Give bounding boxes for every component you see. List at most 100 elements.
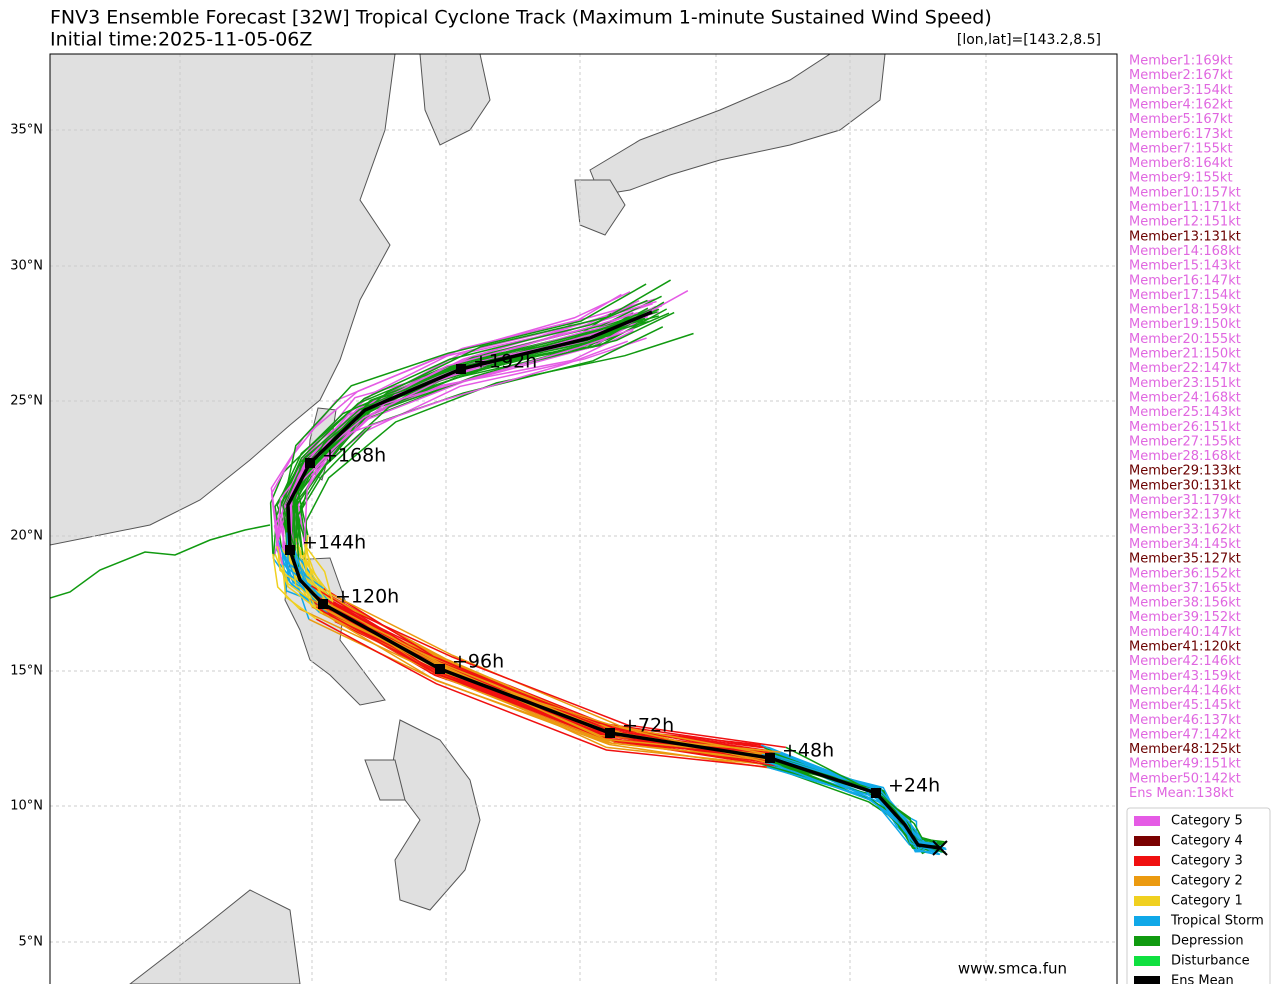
member-label: Member23:151kt xyxy=(1129,376,1241,391)
member-label: Member40:147kt xyxy=(1129,625,1241,640)
track-label: +96h xyxy=(452,651,504,673)
member-label: Member5:167kt xyxy=(1129,112,1233,127)
track-label: +120h xyxy=(335,586,399,608)
time-marker xyxy=(456,364,466,374)
track-labels: +24h +48h +72h +96h +120h +144h +168h +192h xyxy=(285,351,940,798)
member-label: Member6:173kt xyxy=(1129,127,1233,142)
member-track xyxy=(270,291,631,541)
member-label: Member49:151kt xyxy=(1129,757,1241,772)
track-label: +144h xyxy=(302,532,366,554)
member-label: Member39:152kt xyxy=(1129,610,1241,625)
member-label: Member32:137kt xyxy=(1129,508,1241,523)
map: +24h +48h +72h +96h +120h +144h +168h +192h www… xyxy=(50,54,1117,984)
member-label: Ens Mean:138kt xyxy=(1129,786,1234,801)
member-label: Member7:155kt xyxy=(1129,141,1233,156)
member-track xyxy=(281,564,317,620)
member-label: Member4:162kt xyxy=(1129,97,1233,112)
member-list: Member1:169ktMember2:167ktMember3:154ktM… xyxy=(1129,54,1241,802)
legend-label: Category 5 xyxy=(1171,814,1243,829)
member-label: Member22:147kt xyxy=(1129,361,1241,376)
legend-swatch xyxy=(1134,956,1160,966)
map-frame xyxy=(49,53,1118,988)
member-track xyxy=(303,543,334,603)
start-marker xyxy=(932,840,948,856)
track-label: +48h xyxy=(782,740,834,762)
position: [lon,lat]=[143.2,8.5] xyxy=(957,32,1101,48)
legend-swatch xyxy=(1134,816,1160,826)
time-marker xyxy=(435,664,445,674)
member-label: Member34:145kt xyxy=(1129,537,1241,552)
member-track xyxy=(281,552,313,602)
member-label: Member48:125kt xyxy=(1129,742,1241,757)
member-label: Member15:143kt xyxy=(1129,259,1241,274)
member-label: Member29:133kt xyxy=(1129,464,1241,479)
member-label: Member13:131kt xyxy=(1129,229,1241,244)
legend-label: Tropical Storm xyxy=(1170,914,1264,929)
member-label: Member14:168kt xyxy=(1129,244,1241,259)
member-label: Member8:164kt xyxy=(1129,156,1233,171)
member-track xyxy=(785,746,945,843)
member-label: Member25:143kt xyxy=(1129,405,1241,420)
legend-label: Category 2 xyxy=(1171,874,1243,889)
lat-tick-label: 35°N xyxy=(10,123,43,138)
member-label: Member3:154kt xyxy=(1129,83,1233,98)
member-label: Member35:127kt xyxy=(1129,552,1241,567)
member-label: Member47:142kt xyxy=(1129,727,1241,742)
track-label: +168h xyxy=(322,445,386,467)
member-track xyxy=(273,340,629,566)
member-label: Member21:150kt xyxy=(1129,347,1241,362)
lat-tick-label: 15°N xyxy=(10,664,43,679)
legend-swatch xyxy=(1134,936,1160,946)
member-label: Member41:120kt xyxy=(1129,640,1241,655)
member-label: Member10:157kt xyxy=(1129,185,1241,200)
legend-label: Disturbance xyxy=(1171,954,1250,969)
time-marker xyxy=(305,458,315,468)
member-track xyxy=(275,545,311,600)
member-track xyxy=(315,606,776,767)
legend-label: Depression xyxy=(1171,934,1244,949)
graticule xyxy=(50,54,1117,984)
track-label: +24h xyxy=(888,775,940,797)
time-marker xyxy=(871,788,881,798)
track-label: +72h xyxy=(622,715,674,737)
member-track xyxy=(322,612,772,761)
member-label: Member2:167kt xyxy=(1129,68,1233,83)
member-label: Member19:150kt xyxy=(1129,317,1241,332)
member-track xyxy=(274,553,324,614)
member-label: Member30:131kt xyxy=(1129,478,1241,493)
member-label: Member50:142kt xyxy=(1129,771,1241,786)
legend-swatch xyxy=(1134,976,1160,986)
member-label: Member16:147kt xyxy=(1129,273,1241,288)
legend-box xyxy=(1126,807,1271,988)
lat-ticks: 35°N 30°N 25°N 20°N 15°N 10°N 5°N xyxy=(10,123,43,950)
member-track xyxy=(332,601,786,749)
legend-label: Ens Mean xyxy=(1171,974,1234,985)
member-label: Member12:151kt xyxy=(1129,215,1241,230)
time-marker xyxy=(765,753,775,763)
member-track xyxy=(315,618,767,768)
member-label: Member43:159kt xyxy=(1129,669,1241,684)
member-track xyxy=(304,332,694,561)
member-label: Member28:168kt xyxy=(1129,449,1241,464)
member-track xyxy=(277,540,312,587)
member-label: Member24:168kt xyxy=(1129,390,1241,405)
member-label: Member44:146kt xyxy=(1129,683,1241,698)
legend-label: Category 4 xyxy=(1171,834,1243,849)
legend-label: Category 3 xyxy=(1171,854,1243,869)
ens-mean-track xyxy=(286,310,941,850)
member-track xyxy=(304,534,330,594)
lat-tick-label: 30°N xyxy=(10,259,43,274)
member-label: Member26:151kt xyxy=(1129,420,1241,435)
member-label: Member9:155kt xyxy=(1129,171,1233,186)
lat-tick-label: 25°N xyxy=(10,394,43,409)
member-label: Member27:155kt xyxy=(1129,434,1241,449)
time-marker xyxy=(605,728,615,738)
member-label: Member20:155kt xyxy=(1129,332,1241,347)
member-label: Member18:159kt xyxy=(1129,303,1241,318)
member-label: Member37:165kt xyxy=(1129,581,1241,596)
legend-swatch xyxy=(1134,836,1160,846)
member-label: Member38:156kt xyxy=(1129,596,1241,611)
member-label: Member42:146kt xyxy=(1129,654,1241,669)
